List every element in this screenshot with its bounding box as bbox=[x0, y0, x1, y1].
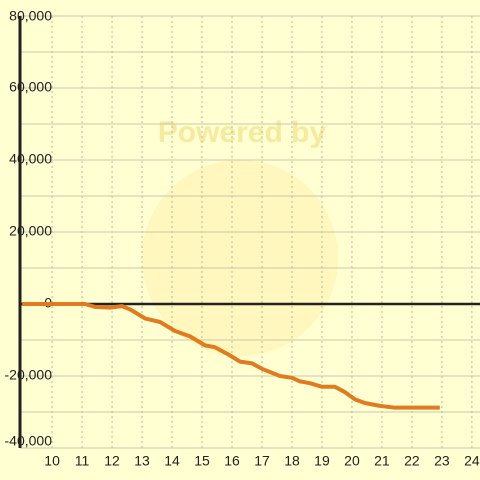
watermark-logo bbox=[142, 160, 338, 356]
x-tick-label: 11 bbox=[75, 453, 90, 469]
y-tick-label: 20,000 bbox=[9, 223, 52, 239]
y-tick-label: 40,000 bbox=[9, 151, 52, 167]
x-tick-label: 13 bbox=[134, 453, 150, 469]
watermark: Powered by bbox=[158, 116, 327, 149]
x-tick-label: 19 bbox=[314, 453, 330, 469]
x-tick-label: 15 bbox=[194, 453, 210, 469]
y-tick-label: 60,000 bbox=[9, 79, 52, 95]
y-tick-label: -40,000 bbox=[5, 433, 53, 449]
x-tick-label: 10 bbox=[44, 453, 60, 469]
x-tick-label: 20 bbox=[344, 453, 360, 469]
x-tick-label: 21 bbox=[374, 453, 390, 469]
data-line bbox=[22, 302, 440, 410]
y-tick-label: -20,000 bbox=[5, 367, 53, 383]
x-tick-label: 24 bbox=[464, 453, 480, 469]
x-tick-label: 18 bbox=[284, 453, 300, 469]
x-tick-label: 14 bbox=[164, 453, 180, 469]
y-tick-label: 80,000 bbox=[9, 8, 52, 24]
x-tick-label: 16 bbox=[224, 453, 240, 469]
x-tick-label: 17 bbox=[254, 453, 270, 469]
x-tick-label: 23 bbox=[434, 453, 450, 469]
x-tick-label: 12 bbox=[104, 453, 120, 469]
x-tick-label: 22 bbox=[404, 453, 420, 469]
